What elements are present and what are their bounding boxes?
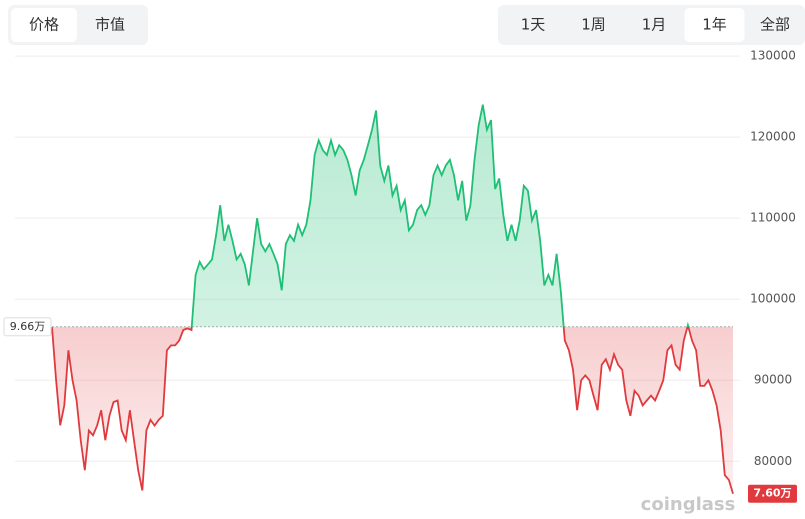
y-tick-label: 130000 bbox=[750, 49, 796, 63]
y-tick-label: 120000 bbox=[750, 130, 796, 144]
tab[interactable]: 全部 bbox=[760, 16, 790, 34]
y-tick-label: 110000 bbox=[750, 211, 796, 225]
baseline-label: 9.66万 bbox=[10, 320, 46, 333]
tab[interactable]: 1周 bbox=[581, 16, 606, 34]
y-tick-label: 90000 bbox=[754, 373, 792, 387]
tab-selected-bg bbox=[11, 8, 77, 42]
last-label: 7.60万 bbox=[753, 487, 791, 500]
price-line bbox=[51, 104, 734, 494]
tab[interactable]: 市值 bbox=[95, 16, 125, 34]
tab-selected-bg bbox=[684, 8, 745, 42]
tab[interactable]: 价格 bbox=[29, 16, 59, 34]
tab[interactable]: 1月 bbox=[642, 16, 667, 34]
y-tick-label: 80000 bbox=[754, 454, 792, 468]
tab[interactable]: 1年 bbox=[702, 16, 727, 34]
area bbox=[52, 104, 733, 494]
last-label-bg bbox=[748, 484, 797, 503]
tab[interactable]: 1天 bbox=[521, 16, 546, 34]
watermark: coinglass bbox=[641, 494, 736, 515]
y-tick-label: 100000 bbox=[750, 292, 796, 306]
baseline-label-bg bbox=[3, 317, 52, 337]
